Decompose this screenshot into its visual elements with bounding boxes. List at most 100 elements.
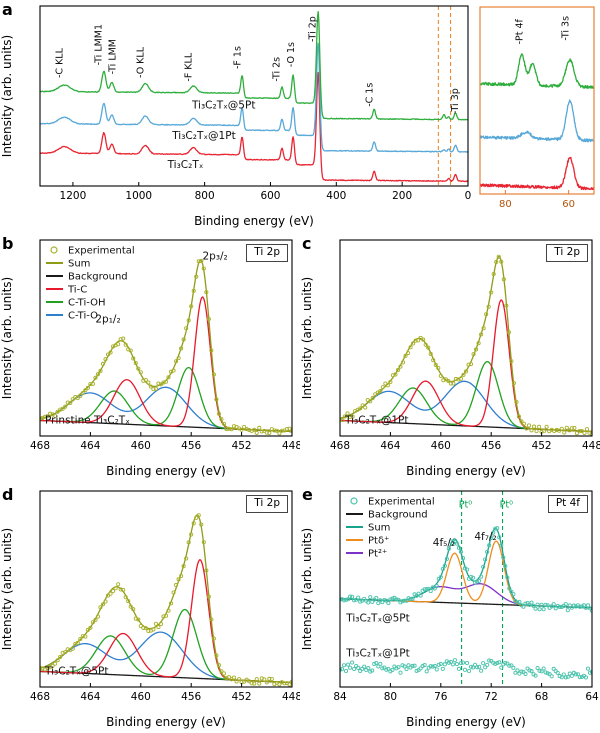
svg-text:Intensity (arb. units): Intensity (arb. units) (0, 528, 14, 650)
svg-text:Intensity (arb. units): Intensity (arb. units) (300, 528, 314, 650)
svg-text:Pt⁰: Pt⁰ (459, 500, 472, 511)
svg-text:76: 76 (434, 691, 448, 703)
svg-text:600: 600 (260, 190, 280, 202)
svg-text:-Ti LMM1: -Ti LMM1 (94, 24, 105, 65)
panel-letter-a: a (2, 0, 13, 19)
svg-text:-F 1s: -F 1s (233, 46, 244, 69)
ti2p-pristine-chart: 468 464 460 456 452 448 Binding energy (eV) Int… (0, 239, 300, 478)
svg-text:Sum: Sum (68, 259, 90, 270)
panel-a-inset: 80 60 -Pt 4f -Ti 3s (474, 2, 600, 220)
svg-text:84: 84 (333, 691, 347, 703)
panel-c-region-label: Ti 2p (546, 244, 588, 262)
svg-text:-Ti 2s: -Ti 2s (272, 57, 283, 82)
svg-text:464: 464 (80, 440, 100, 452)
svg-text:452: 452 (232, 440, 252, 452)
ti2p-1pt-chart: 468 464 460 456 452 448 Binding energy (eV) Int… (300, 239, 600, 478)
svg-text:Background: Background (68, 272, 128, 283)
svg-text:80: 80 (384, 691, 397, 703)
svg-text:-F KLL: -F KLL (183, 52, 194, 81)
svg-text:Ti₃C₂Tₓ: Ti₃C₂Tₓ (167, 159, 204, 171)
svg-text:Ptδ⁺: Ptδ⁺ (368, 536, 389, 547)
svg-text:C-Ti-O: C-Ti-O (68, 311, 98, 322)
svg-text:-Ti 3s: -Ti 3s (561, 16, 572, 41)
panel-letter-c: c (302, 234, 312, 253)
svg-text:456: 456 (181, 691, 201, 703)
svg-text:1200: 1200 (60, 190, 87, 202)
svg-text:400: 400 (326, 190, 346, 202)
svg-text:-C KLL: -C KLL (54, 47, 65, 78)
svg-text:Experimental: Experimental (68, 246, 135, 257)
svg-text:-Ti 3p: -Ti 3p (450, 88, 461, 114)
svg-text:452: 452 (232, 691, 252, 703)
svg-text:-Ti 2p: -Ti 2p (308, 16, 319, 42)
svg-text:-O KLL: -O KLL (135, 46, 146, 78)
svg-text:460: 460 (431, 440, 451, 452)
svg-text:Ti-C: Ti-C (67, 285, 87, 296)
svg-text:456: 456 (181, 440, 201, 452)
svg-text:Sum: Sum (368, 523, 390, 534)
survey-spectra-chart: 1200 1000 800 600 400 200 0 Binding energy (eV)… (0, 5, 472, 228)
svg-text:800: 800 (195, 190, 215, 202)
svg-text:60: 60 (562, 199, 575, 210)
panel-e: e Pt 4f 84 80 76 72 68 64 Binding energy (eV) I… (300, 483, 600, 733)
panel-letter-d: d (2, 485, 14, 504)
svg-text:Binding energy (eV): Binding energy (eV) (406, 715, 526, 729)
svg-text:1000: 1000 (125, 190, 152, 202)
panel-b: b Ti 2p 468 464 460 456 452 448 Binding energy… (0, 232, 300, 482)
svg-text:2p₁/₂: 2p₁/₂ (95, 313, 120, 325)
panel-letter-e: e (302, 485, 313, 504)
panel-b-region-label: Ti 2p (246, 244, 288, 262)
svg-text:464: 464 (380, 440, 400, 452)
svg-text:Intensity (arb. units): Intensity (arb. units) (0, 277, 14, 399)
svg-text:460: 460 (131, 691, 151, 703)
svg-text:-Pt 4f: -Pt 4f (514, 18, 525, 44)
svg-text:4f₅/₂: 4f₅/₂ (433, 537, 455, 549)
svg-text:460: 460 (131, 440, 151, 452)
svg-text:452: 452 (532, 440, 552, 452)
svg-text:Binding energy (eV): Binding energy (eV) (406, 464, 526, 478)
panel-a: a 1200 1000 800 600 400 200 0 Binding energy (e… (0, 0, 472, 232)
svg-text:Ti₃C₂Tₓ@1Pt: Ti₃C₂Tₓ@1Pt (171, 130, 235, 142)
svg-text:Ti₃C₂Tₓ@1Pt: Ti₃C₂Tₓ@1Pt (345, 648, 409, 660)
svg-text:Intensity (arb. units): Intensity (arb. units) (300, 277, 314, 399)
svg-text:Ti₃C₂Tₓ@5Pt: Ti₃C₂Tₓ@5Pt (345, 612, 409, 624)
svg-text:68: 68 (535, 691, 548, 703)
svg-text:0: 0 (465, 190, 472, 202)
svg-text:200: 200 (392, 190, 412, 202)
svg-text:Ti₃C₂Tₓ@5Pt: Ti₃C₂Tₓ@5Pt (44, 665, 108, 677)
svg-text:464: 464 (80, 691, 100, 703)
svg-text:448: 448 (582, 440, 600, 452)
svg-text:Intensity (arb. units): Intensity (arb. units) (0, 35, 14, 157)
svg-text:Experimental: Experimental (368, 497, 435, 508)
svg-text:Binding energy (eV): Binding energy (eV) (106, 464, 226, 478)
panel-d-region-label: Ti 2p (246, 495, 288, 513)
svg-text:C-Ti-OH: C-Ti-OH (68, 298, 106, 309)
svg-text:468: 468 (30, 691, 50, 703)
svg-text:468: 468 (330, 440, 350, 452)
svg-text:Ti₃C₂Tₓ@5Pt: Ti₃C₂Tₓ@5Pt (191, 100, 255, 112)
svg-text:Ti₃C₂Tₓ@1Pt: Ti₃C₂Tₓ@1Pt (344, 414, 408, 426)
survey-inset-chart: 80 60 -Pt 4f -Ti 3s (479, 6, 595, 210)
svg-text:448: 448 (282, 440, 300, 452)
svg-text:448: 448 (282, 691, 300, 703)
svg-text:-Ti LMM: -Ti LMM (108, 39, 119, 74)
svg-text:468: 468 (30, 440, 50, 452)
svg-text:Binding energy (eV): Binding energy (eV) (106, 715, 226, 729)
svg-text:Pt²⁺: Pt²⁺ (368, 549, 387, 560)
svg-text:72: 72 (485, 691, 498, 703)
svg-text:4f₇/₂: 4f₇/₂ (474, 531, 496, 543)
svg-text:Binding energy (eV): Binding energy (eV) (194, 214, 314, 228)
svg-text:456: 456 (481, 440, 501, 452)
svg-text:Background: Background (368, 510, 428, 521)
svg-text:2p₃/₂: 2p₃/₂ (202, 251, 227, 263)
svg-text:Pt⁰: Pt⁰ (500, 500, 513, 511)
pt4f-chart: 84 80 76 72 68 64 Binding energy (eV) Intensity… (300, 490, 599, 729)
panel-e-region-label: Pt 4f (547, 495, 588, 513)
panel-d: d Ti 2p 468 464 460 456 452 448 Binding energy… (0, 483, 300, 733)
panel-letter-b: b (2, 234, 14, 253)
panel-c: c Ti 2p 468 464 460 456 452 448 Binding energy… (300, 232, 600, 482)
svg-text:64: 64 (585, 691, 599, 703)
svg-text:80: 80 (499, 199, 512, 210)
svg-text:Prinstine Ti₃C₂Tₓ: Prinstine Ti₃C₂Tₓ (45, 414, 130, 426)
